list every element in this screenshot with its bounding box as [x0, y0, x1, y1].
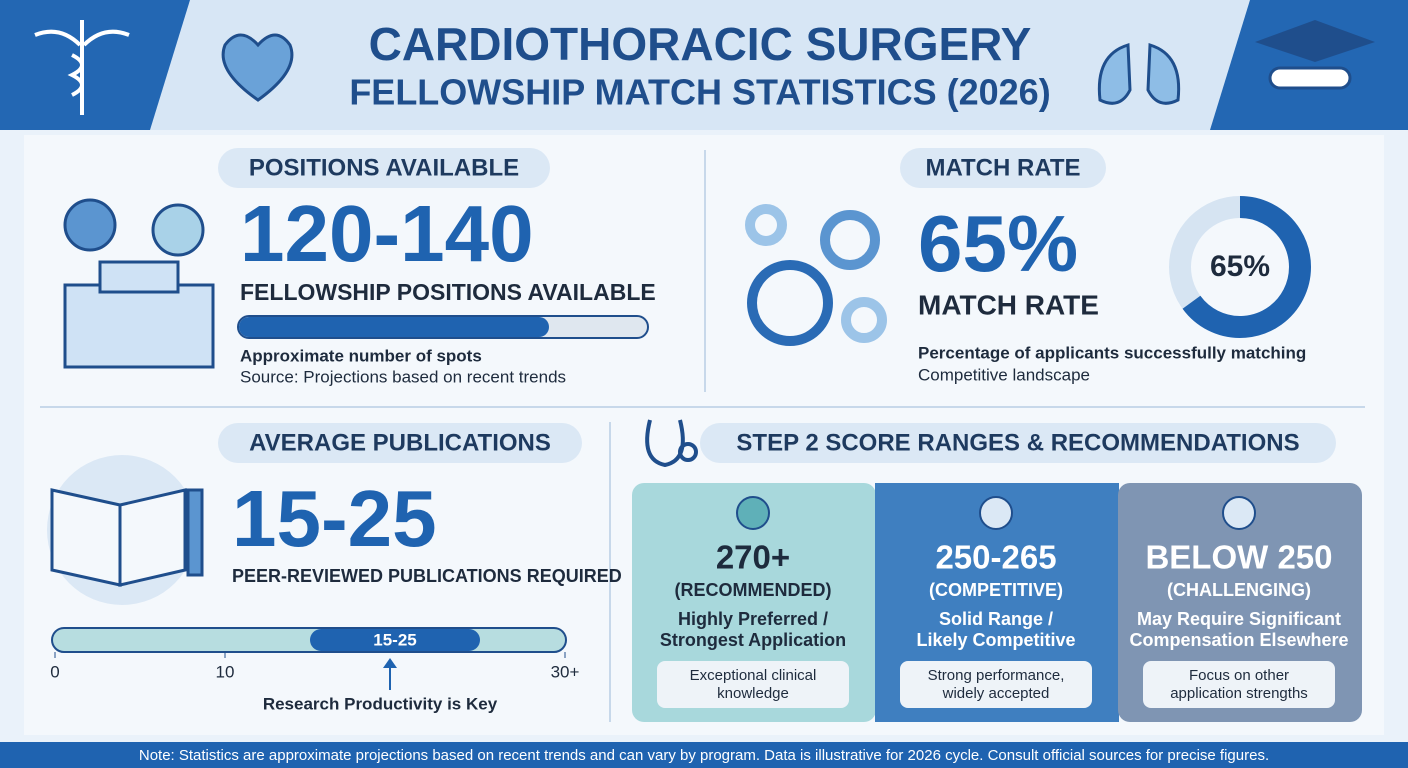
scale-track [51, 627, 567, 653]
gears-icon [745, 204, 887, 346]
tier-score: BELOW 250 [1145, 539, 1332, 576]
section-heading: STEP 2 SCORE RANGES & RECOMMENDATIONS [736, 429, 1299, 456]
tier-note: Exceptional clinical [690, 667, 817, 684]
tier-tag: (RECOMMENDED) [675, 580, 832, 600]
tier-note-box [900, 661, 1092, 708]
big-number: 65% [918, 199, 1078, 288]
tier-desc: Compensation Elsewhere [1129, 630, 1348, 650]
caption: Research Productivity is Key [263, 694, 498, 713]
metric-label: FELLOWSHIP POSITIONS AVAILABLE [240, 279, 656, 305]
tier-icon [1222, 496, 1256, 530]
lungs-icon [1097, 43, 1181, 105]
hospital-icon [63, 198, 215, 369]
tier-desc: May Require Significant [1137, 609, 1341, 629]
subtitle: FELLOWSHIP MATCH STATISTICS (2026) [349, 72, 1050, 113]
heart-icon [221, 33, 294, 102]
tier-score: 270+ [716, 539, 790, 576]
tick-label: 0 [50, 662, 59, 681]
big-number: 15-25 [232, 474, 437, 563]
tier-desc: Highly Preferred / [678, 609, 828, 629]
heading-pill [218, 148, 550, 188]
caduceus-icon [34, 20, 130, 115]
section-heading: MATCH RATE [925, 154, 1080, 181]
source: Competitive landscape [918, 365, 1090, 384]
tier-desc: Likely Competitive [916, 630, 1075, 650]
tick-label: 10 [216, 662, 235, 681]
tier-note-box [657, 661, 849, 708]
metric-label: PEER-REVIEWED PUBLICATIONS REQUIRED [232, 566, 622, 586]
tier-note-box [1143, 661, 1335, 708]
big-number: 120-140 [240, 189, 534, 278]
heading-pill [218, 423, 582, 463]
graduation-icon [1255, 20, 1375, 90]
note: Approximate number of spots [240, 346, 482, 365]
heading-pill [900, 148, 1106, 188]
donut-label: 65% [1210, 250, 1270, 283]
tier-desc: Solid Range / [939, 609, 1053, 629]
tier-note: widely accepted [942, 685, 1050, 702]
source: Source: Projections based on recent tren… [240, 367, 566, 386]
header-accent [1210, 0, 1408, 130]
section-heading: POSITIONS AVAILABLE [249, 154, 519, 181]
tier-tag: (CHALLENGING) [1167, 580, 1311, 600]
tier-note: Focus on other [1189, 667, 1289, 684]
tier-note: Strong performance, [928, 667, 1065, 684]
tick-label: 30+ [551, 662, 580, 681]
stethoscope-icon [645, 419, 698, 468]
arrow-head [383, 658, 397, 668]
tier-note: knowledge [717, 685, 789, 702]
title: CARDIOTHORACIC SURGERY [369, 18, 1032, 70]
tier-note: application strengths [1170, 685, 1308, 702]
section-heading: AVERAGE PUBLICATIONS [249, 429, 551, 456]
donut-arc [1182, 196, 1311, 338]
book-icon [47, 455, 204, 605]
tier-desc: Strongest Application [660, 630, 846, 650]
tier-tag: (COMPETITIVE) [929, 580, 1063, 600]
range-bar [310, 629, 480, 651]
range-label: 15-25 [373, 630, 416, 649]
tier-icon [736, 496, 770, 530]
heading-pill [700, 423, 1336, 463]
footer-band [0, 742, 1408, 768]
progress-fill [239, 317, 549, 337]
metric-label: MATCH RATE [918, 289, 1099, 320]
note: Percentage of applicants successfully ma… [918, 343, 1306, 362]
tier-score: 250-265 [935, 539, 1056, 576]
footer-note: Note: Statistics are approximate project… [139, 747, 1269, 764]
tier-icon [979, 496, 1013, 530]
